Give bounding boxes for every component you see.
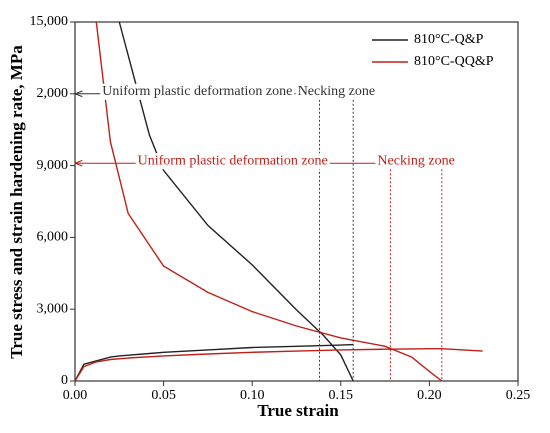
x-tick-label: 0.00 xyxy=(63,388,88,403)
y-tick-label: 3,000 xyxy=(37,301,69,316)
zone-label: Uniform plastic deformation zone xyxy=(138,153,328,168)
stress-line xyxy=(74,343,354,382)
y-axis-title: True stress and strain hardening rate, M… xyxy=(7,45,26,359)
x-tick-label: 0.25 xyxy=(506,388,531,403)
x-axis-title: True strain xyxy=(257,401,339,420)
y-tick-label: 0 xyxy=(61,373,68,388)
y-tick-label: 2,000 xyxy=(37,86,69,101)
y-tick-label: 9,000 xyxy=(37,158,69,173)
zone-label-bg xyxy=(295,83,378,100)
y-tick-label: 15,000 xyxy=(30,14,69,29)
x-tick-label: 0.10 xyxy=(240,388,265,403)
legend-label: 810°C-QQ&P xyxy=(414,54,494,69)
zone-label: Necking zone xyxy=(377,153,454,168)
stress-line xyxy=(74,348,483,382)
y-tick-label: 6,000 xyxy=(37,230,69,245)
plot-frame xyxy=(74,21,519,382)
legend-label: 810°C-Q&P xyxy=(414,32,484,47)
zone-label-bg xyxy=(135,153,330,170)
hardening-line xyxy=(95,21,443,382)
hardening-line xyxy=(118,21,354,382)
zone-label: Necking zone xyxy=(298,84,375,99)
x-tick-label: 0.20 xyxy=(417,388,442,403)
zone-label-bg xyxy=(100,83,295,100)
x-tick-label: 0.15 xyxy=(329,388,354,403)
x-tick-label: 0.05 xyxy=(151,388,176,403)
zone-label: Uniform plastic deformation zone xyxy=(102,84,292,99)
zone-label-bg xyxy=(375,153,457,170)
